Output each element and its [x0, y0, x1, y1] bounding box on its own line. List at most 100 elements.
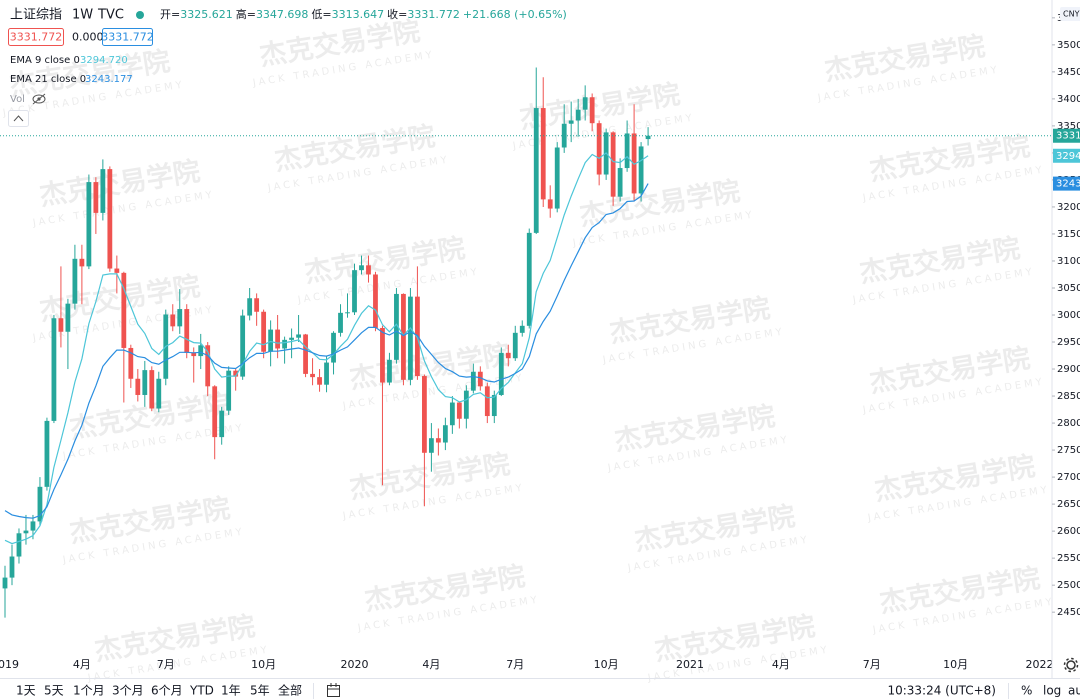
settings-button[interactable] — [1063, 657, 1079, 673]
candle-body — [23, 530, 29, 534]
range-1d[interactable]: 1天 — [16, 684, 36, 698]
x-tick-label: 2022 — [1026, 658, 1054, 671]
candle-body — [212, 386, 218, 438]
close-value: 3331.772 — [407, 8, 460, 21]
x-tick-label: 2020 — [341, 658, 369, 671]
x-tick-label: 7月 — [157, 658, 175, 671]
range-6m[interactable]: 6个月 — [151, 684, 183, 698]
open-value: 3325.621 — [180, 8, 233, 21]
currency: CNY — [1063, 10, 1080, 19]
ema9-legend[interactable]: EMA 9 close 0 — [10, 55, 80, 66]
candle-body — [380, 327, 385, 383]
x-tick-label: 2021 — [676, 658, 704, 671]
range-5y[interactable]: 5年 — [250, 684, 270, 698]
candle-body — [422, 376, 427, 453]
high-value: 3347.698 — [256, 8, 309, 21]
vol-legend[interactable]: Vol — [10, 94, 25, 105]
auto-toggle[interactable]: auto — [1068, 684, 1080, 698]
candle-body — [596, 123, 602, 175]
last-price-label: 3331.772 — [1056, 131, 1080, 142]
collapse-button[interactable] — [8, 110, 29, 127]
currency-badge[interactable] — [1060, 7, 1080, 21]
candle-body — [247, 298, 253, 316]
candle-body — [135, 378, 141, 395]
x-tick-label: 7月 — [863, 658, 881, 671]
candle-body — [387, 359, 392, 383]
candle-body — [240, 315, 246, 377]
candle-body — [394, 293, 399, 360]
candle-body — [366, 265, 371, 275]
candle-body — [177, 309, 183, 327]
change: +21.668 (+0.65%) — [463, 8, 567, 21]
x-tick-label: 10月 — [251, 658, 276, 671]
y-tick-label: 2700 — [1057, 472, 1080, 483]
candle-body — [498, 352, 504, 395]
candle-body — [456, 402, 462, 419]
candle-body — [9, 556, 15, 578]
ema9-badge — [1053, 148, 1080, 163]
candle-body — [58, 318, 64, 332]
range-1y[interactable]: 1年 — [221, 684, 241, 698]
calendar-button[interactable] — [327, 683, 340, 697]
candle-body — [205, 345, 211, 387]
range-5d[interactable]: 5天 — [44, 684, 64, 698]
y-tick-label: 2450 — [1057, 607, 1080, 618]
ema21-legend[interactable]: EMA 21 close 0 — [10, 74, 86, 85]
candle-body — [275, 329, 281, 349]
range-3m[interactable]: 3个月 — [112, 684, 144, 698]
candle-body — [142, 370, 148, 395]
y-tick-label: 3200 — [1057, 202, 1080, 213]
candle-body — [317, 377, 322, 385]
candle-body — [373, 274, 378, 328]
percent-toggle[interactable]: % — [1021, 684, 1032, 698]
x-tick-label: 4月 — [772, 658, 790, 671]
log-toggle[interactable]: log — [1043, 684, 1061, 698]
candle-body — [582, 97, 588, 110]
y-tick-label: 3000 — [1057, 310, 1080, 321]
candle-body — [2, 577, 8, 589]
source[interactable]: TVC — [97, 8, 124, 23]
ema9-value: 3294.720 — [80, 55, 128, 66]
range-1m[interactable]: 1个月 — [73, 684, 105, 698]
y-tick-label: 2600 — [1057, 526, 1080, 537]
candle-body — [282, 339, 287, 349]
plot-area: 2019 4月 7月 10月 2020 4月 7月 10月 2021 4月 7月 10月 2022 — [0, 67, 1054, 671]
high-label: 高= — [236, 7, 256, 21]
low-label: 低= — [311, 8, 331, 21]
range-all[interactable]: 全部 — [278, 683, 302, 698]
candle-body — [121, 272, 127, 348]
candle-body — [65, 303, 71, 332]
y-tick-label: 3100 — [1057, 256, 1080, 267]
y-tick-label: 3450 — [1057, 67, 1080, 78]
range-ytd[interactable]: YTD — [189, 684, 214, 698]
candle-body — [610, 132, 616, 197]
candle-body — [470, 371, 476, 391]
bid-box[interactable] — [8, 28, 64, 46]
candle-body — [442, 425, 448, 443]
hide-icon[interactable] — [32, 93, 46, 105]
candle-body — [296, 334, 301, 338]
symbol[interactable]: 上证综指 — [10, 8, 62, 23]
interval[interactable]: 1W — [72, 8, 93, 23]
ask-box[interactable] — [102, 28, 153, 46]
candle-body — [310, 373, 315, 378]
candle-body — [338, 312, 343, 333]
candle-body — [568, 120, 574, 124]
candle-body — [547, 199, 553, 209]
candle-body — [254, 298, 260, 312]
x-tick-label: 4月 — [422, 658, 440, 671]
candle-body — [638, 146, 644, 194]
price-axis: 2450 2500 2550 2600 2650 2700 2750 2800 2850 2900… — [1052, 13, 1080, 618]
